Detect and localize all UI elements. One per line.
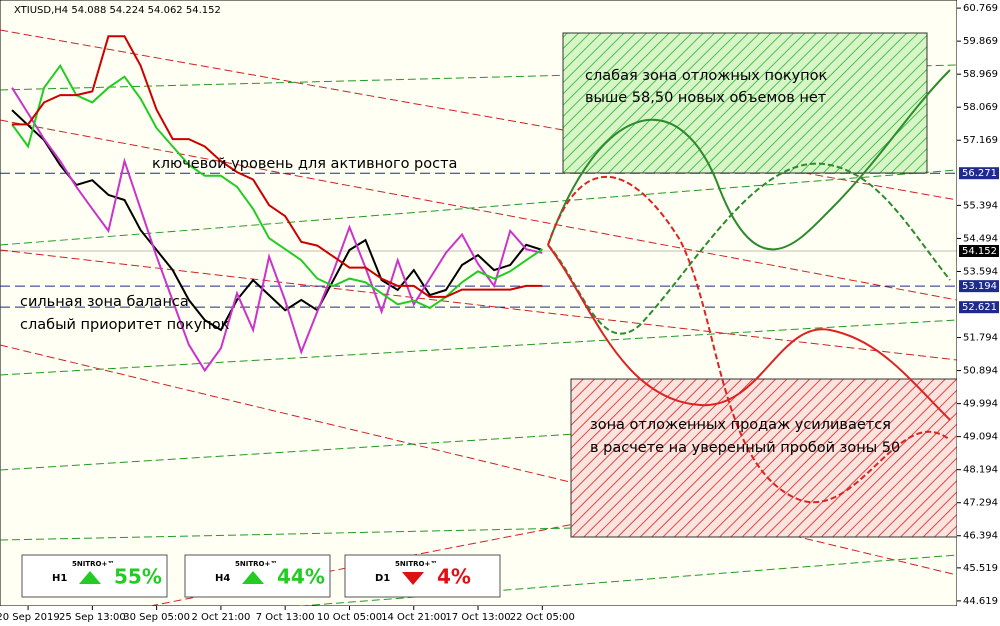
signal-timeframe: H4 [215, 573, 230, 584]
y-tick-label: 50.894 [963, 366, 998, 377]
y-tick-label: 49.994 [963, 399, 998, 410]
x-tick-label: 17 Oct 13:00 [445, 612, 510, 623]
signal-value: 55% [114, 565, 162, 589]
series-line [11, 63, 543, 310]
chart-title: XTIUSD,H4 54.088 54.224 54.062 54.152 [14, 5, 221, 16]
signal-value: 4% [437, 565, 471, 589]
price-label-box [959, 244, 999, 257]
y-tick-label: 45.519 [963, 563, 998, 574]
signal-brand: 5NITRO+™ [235, 560, 277, 568]
price-label: 54.152 [962, 246, 997, 257]
signal-brand: 5NITRO+™ [72, 560, 114, 568]
signal-arrow [79, 571, 101, 584]
y-tick-label: 58.969 [963, 69, 998, 80]
price-label: 52.621 [962, 302, 997, 313]
y-tick-label: 59.869 [963, 36, 998, 47]
series-line [11, 109, 543, 332]
y-tick-label: 55.394 [963, 200, 998, 211]
price-label: 56.271 [962, 168, 997, 179]
y-tick-label: 48.194 [963, 465, 998, 476]
x-tick-label: 25 Sep 13:00 [59, 612, 126, 623]
annotation: слабая зона отложных покупок [585, 68, 828, 84]
x-tick-label: 7 Oct 13:00 [256, 612, 315, 623]
y-tick-label: 60.769 [963, 3, 998, 14]
signal-arrow [242, 571, 264, 584]
signal-panel [184, 554, 331, 598]
signal-panel [344, 554, 501, 598]
y-tick-label: 44.619 [963, 596, 998, 607]
x-tick-label: 22 Oct 05:00 [510, 612, 575, 623]
annotation: слабый приоритет покупок [20, 317, 230, 333]
x-axis-strip [0, 606, 957, 626]
series-line [11, 87, 543, 373]
y-tick-label: 57.169 [963, 135, 998, 146]
signal-value: 44% [277, 565, 325, 589]
buy-zone [562, 32, 928, 174]
series-line [12, 35, 543, 298]
x-tick-label: 14 Oct 21:00 [381, 612, 446, 623]
price-label-box [959, 301, 999, 314]
signal-panel [21, 554, 168, 598]
signal-timeframe: D1 [375, 573, 390, 584]
annotation: выше 58,50 новых объемов нет [585, 90, 827, 106]
y-tick-label: 58.069 [963, 102, 998, 113]
x-tick-label: 2 Oct 21:00 [191, 612, 250, 623]
x-tick-label: 10 Oct 05:00 [317, 612, 382, 623]
signal-arrow [402, 572, 424, 585]
price-label-box [959, 280, 999, 293]
y-tick-label: 54.494 [963, 233, 998, 244]
signal-timeframe: H1 [52, 573, 67, 584]
y-tick-label: 47.294 [963, 498, 998, 509]
x-tick-label: 30 Sep 05:00 [123, 612, 190, 623]
price-label-box [959, 167, 999, 180]
y-tick-label: 53.594 [963, 266, 998, 277]
sell-zone [570, 378, 958, 538]
signal-brand: 5NITRO+™ [395, 560, 437, 568]
annotation: сильная зона баланса [20, 294, 189, 310]
annotation: зона отложенных продаж усиливается [590, 417, 891, 433]
forecast-paths [547, 69, 951, 504]
y-tick-label: 51.794 [963, 333, 998, 344]
x-tick-label: 20 Sep 2019 [0, 612, 60, 623]
y-tick-label: 46.394 [963, 531, 998, 542]
price-label: 53.194 [962, 281, 997, 292]
annotation: ключевой уровень для активного роста [152, 156, 457, 172]
annotation: в расчете на уверенный пробой зоны 50 [590, 440, 900, 456]
y-tick-label: 49.094 [963, 432, 998, 443]
